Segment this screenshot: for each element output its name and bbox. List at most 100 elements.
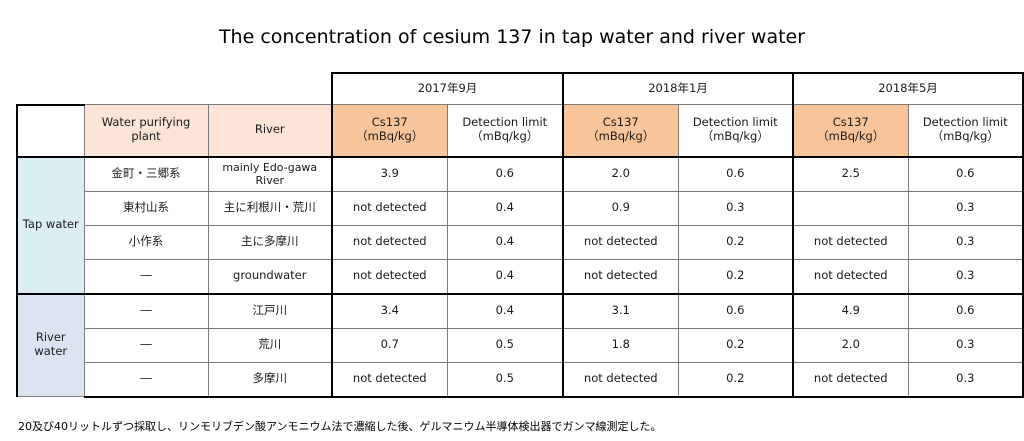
cs137-value: not detected: [792, 224, 909, 260]
detection-limit-value: 0.4: [446, 258, 564, 294]
cs137-value: 3.1: [562, 292, 679, 329]
header-cs137-unit: （mBq/kg）: [817, 129, 885, 144]
river-cell: 多摩川: [207, 361, 333, 398]
cs137-value: [792, 190, 909, 226]
header-cs137-label: Cs137: [371, 115, 408, 130]
header-cs137-label: Cs137: [832, 115, 869, 130]
cs137-value: 2.0: [792, 327, 909, 363]
river-cell: 荒川: [207, 327, 333, 363]
table-row: ― 多摩川 not detected 0.5 not detected 0.2 …: [17, 361, 1024, 398]
header-cs137-label: Cs137: [602, 115, 639, 130]
plant-cell: ―: [83, 258, 209, 294]
table-row: 小作系 主に多摩川 not detected 0.4 not detected …: [17, 224, 1024, 260]
header-cs137-unit: （mBq/kg）: [356, 129, 424, 144]
category-header-cell: [16, 103, 85, 157]
detection-limit-value: 0.3: [907, 327, 1024, 363]
header-river: River: [207, 104, 333, 157]
detection-limit-value: 0.3: [907, 258, 1024, 294]
detection-limit-value: 0.6: [677, 292, 794, 329]
cs137-value: not detected: [331, 190, 448, 226]
cs137-value: not detected: [792, 361, 909, 398]
detection-limit-value: 0.2: [677, 361, 794, 398]
header-cs137: Cs137 （mBq/kg）: [562, 104, 679, 157]
header-water-purifying-plant: Water purifying plant: [83, 104, 209, 157]
header-detection-limit: Detection limit （mBq/kg）: [677, 104, 794, 157]
cs137-value: 2.0: [562, 155, 679, 192]
period-header-2018-01: 2018年1月: [562, 72, 794, 105]
river-cell: 主に利根川・荒川: [207, 190, 333, 226]
river-cell-line2: River: [255, 174, 285, 187]
cs137-value: 4.9: [792, 292, 909, 329]
detection-limit-value: 0.6: [907, 292, 1024, 329]
cs137-value: 2.5: [792, 155, 909, 192]
cs137-value: not detected: [331, 224, 448, 260]
category-tap-water: Tap water: [16, 155, 85, 294]
period-header-2018-05: 2018年5月: [792, 72, 1024, 105]
river-cell-line1: mainly Edo-gawa: [222, 160, 318, 174]
header-detection-limit-label: Detection limit: [922, 115, 1008, 130]
cs137-value: 0.9: [562, 190, 679, 226]
detection-limit-value: 0.3: [677, 190, 794, 226]
header-cs137-unit: （mBq/kg）: [587, 129, 655, 144]
detection-limit-value: 0.5: [446, 327, 564, 363]
cs137-value: not detected: [331, 258, 448, 294]
cs137-value: 3.9: [331, 155, 448, 192]
detection-limit-value: 0.2: [677, 327, 794, 363]
table-row: 東村山系 主に利根川・荒川 not detected 0.4 0.9 0.3 0…: [17, 190, 1024, 226]
cs137-value: not detected: [792, 258, 909, 294]
header-cs137: Cs137 （mBq/kg）: [792, 104, 909, 157]
cs137-value: not detected: [331, 361, 448, 398]
table-row: River water ― 江戸川 3.4 0.4 3.1 0.6 4.9 0.6: [16, 292, 1024, 397]
river-cell: mainly Edo-gawa River: [207, 155, 333, 192]
header-detection-limit-label: Detection limit: [462, 115, 548, 130]
cs137-value: 0.7: [331, 327, 448, 363]
detection-limit-value: 0.5: [446, 361, 564, 398]
header-detection-limit-unit: （mBq/kg）: [471, 129, 539, 144]
cs137-value: 3.4: [331, 292, 448, 329]
header-detection-limit: Detection limit （mBq/kg）: [446, 104, 564, 157]
detection-limit-value: 0.6: [677, 155, 794, 192]
detection-limit-value: 0.2: [677, 258, 794, 294]
river-cell: 江戸川: [207, 292, 333, 329]
plant-cell: 小作系: [83, 224, 209, 260]
table-row: ― 荒川 0.7 0.5 1.8 0.2 2.0 0.3: [17, 327, 1024, 363]
detection-limit-value: 0.2: [677, 224, 794, 260]
detection-limit-value: 0.3: [907, 190, 1024, 226]
cesium-concentration-table: 2017年9月 2018年1月 2018年5月 Water purifying …: [16, 72, 1024, 398]
header-detection-limit-unit: （mBq/kg）: [931, 129, 999, 144]
detection-limit-value: 0.3: [907, 224, 1024, 260]
header-detection-limit-label: Detection limit: [692, 115, 778, 130]
river-cell: groundwater: [207, 258, 333, 294]
river-cell: 主に多摩川: [207, 224, 333, 260]
period-header-2017-09: 2017年9月: [331, 72, 564, 105]
cs137-value: not detected: [562, 258, 679, 294]
detection-limit-value: 0.6: [907, 155, 1024, 192]
plant-cell: ―: [83, 292, 209, 329]
detection-limit-value: 0.4: [446, 292, 564, 329]
cs137-value: not detected: [562, 361, 679, 398]
category-river-water-line1: River: [35, 330, 66, 345]
page-title: The concentration of cesium 137 in tap w…: [218, 26, 806, 48]
table-row: Tap water 金町・三郷系 mainly Edo-gawa River 3.…: [16, 155, 1024, 294]
table-row: ― groundwater not detected 0.4 not detec…: [17, 258, 1024, 294]
plant-cell: ―: [83, 361, 209, 398]
plant-cell: 東村山系: [83, 190, 209, 226]
detection-limit-value: 0.6: [446, 155, 564, 192]
detection-limit-value: 0.4: [446, 224, 564, 260]
detection-limit-value: 0.4: [446, 190, 564, 226]
category-river-water-line2: water: [34, 344, 68, 359]
period-header-row: 2017年9月 2018年1月 2018年5月: [17, 72, 1024, 105]
cesium-table-container: 2017年9月 2018年1月 2018年5月 Water purifying …: [16, 72, 1024, 398]
plant-cell: 金町・三郷系: [83, 155, 209, 192]
category-river-water: River water: [16, 292, 85, 397]
footnote: 20及び40リットルずつ採取し、リンモリブデン酸アンモニウム法で濃縮した後、ゲル…: [18, 420, 662, 433]
header-detection-limit: Detection limit （mBq/kg）: [907, 104, 1024, 157]
empty-corner: [17, 73, 333, 105]
column-header-row: Water purifying plant River Cs137 （mBq/kg…: [16, 103, 1024, 157]
header-detection-limit-unit: （mBq/kg）: [701, 129, 769, 144]
header-cs137: Cs137 （mBq/kg）: [331, 104, 448, 157]
detection-limit-value: 0.3: [907, 361, 1024, 398]
cs137-value: not detected: [562, 224, 679, 260]
plant-cell: ―: [83, 327, 209, 363]
cs137-value: 1.8: [562, 327, 679, 363]
